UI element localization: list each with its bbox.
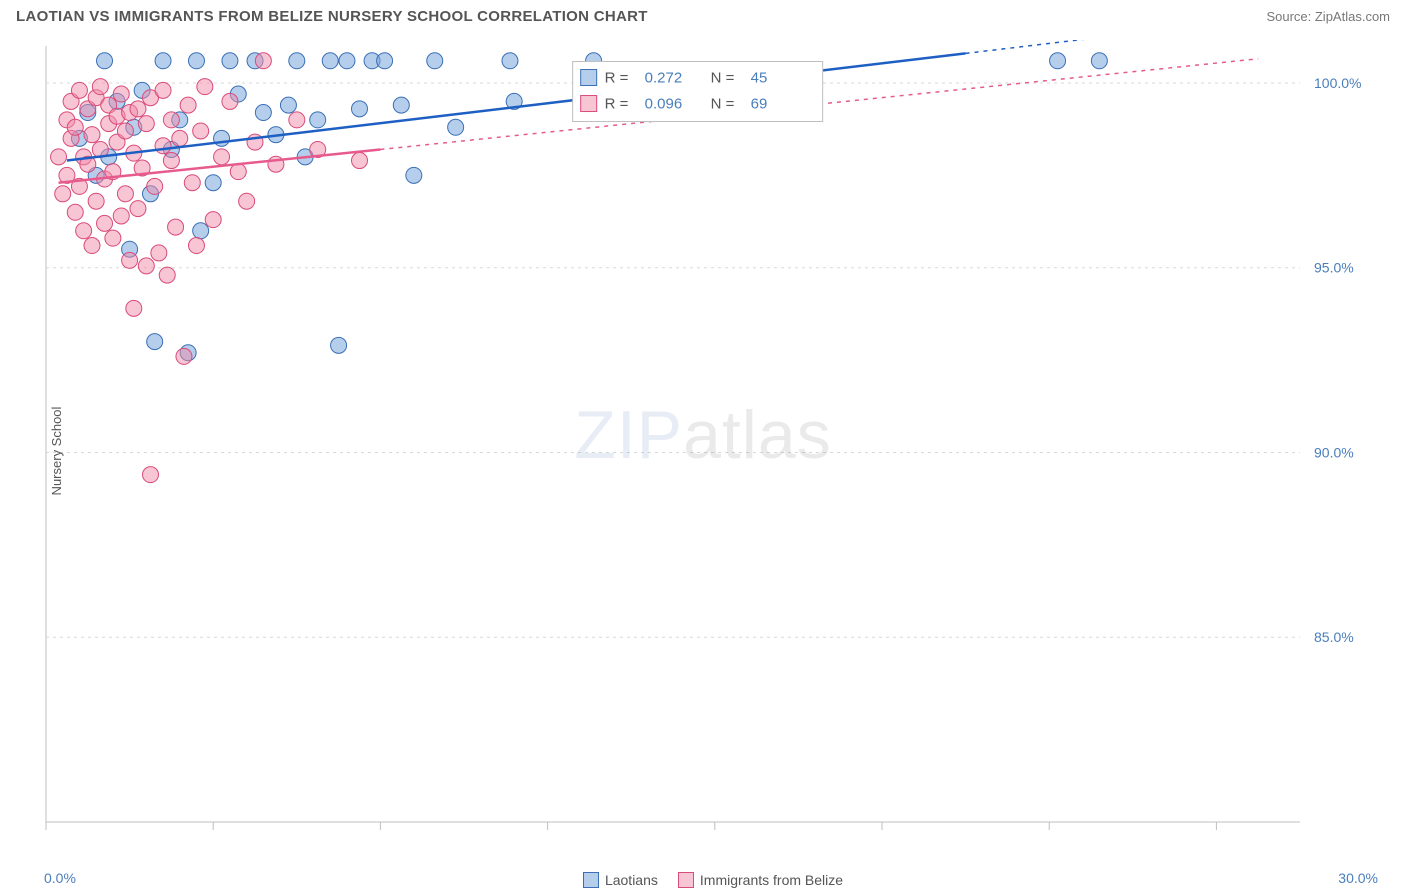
data-point	[130, 101, 146, 117]
data-point	[163, 112, 179, 128]
data-point	[289, 112, 305, 128]
data-point	[205, 212, 221, 228]
trend-line	[67, 53, 966, 160]
data-point	[239, 193, 255, 209]
data-point	[339, 53, 355, 69]
data-point	[188, 238, 204, 254]
data-point	[322, 53, 338, 69]
data-point	[280, 97, 296, 113]
y-tick-label: 100.0%	[1314, 75, 1361, 91]
series-legend: Laotians Immigrants from Belize	[0, 872, 1406, 888]
data-point	[180, 97, 196, 113]
data-point	[188, 53, 204, 69]
data-point	[97, 53, 113, 69]
stats-n-label: N =	[711, 70, 735, 87]
data-point	[155, 138, 171, 154]
data-point	[105, 230, 121, 246]
data-point	[214, 149, 230, 165]
data-point	[143, 467, 159, 483]
stats-r-label: R =	[605, 70, 629, 87]
data-point	[427, 53, 443, 69]
legend-swatch	[581, 96, 597, 112]
data-point	[1050, 53, 1066, 69]
data-point	[117, 123, 133, 139]
legend-swatch	[581, 70, 597, 86]
stats-r-label: R =	[605, 96, 629, 113]
data-point	[193, 123, 209, 139]
data-point	[113, 86, 129, 102]
data-point	[67, 204, 83, 220]
stats-n-value: 45	[751, 70, 768, 87]
data-point	[84, 238, 100, 254]
data-point	[205, 175, 221, 191]
data-point	[289, 53, 305, 69]
data-point	[222, 53, 238, 69]
stats-n-label: N =	[711, 96, 735, 113]
y-tick-label: 95.0%	[1314, 260, 1354, 276]
data-point	[172, 130, 188, 146]
data-point	[155, 53, 171, 69]
data-point	[197, 79, 213, 95]
data-point	[230, 164, 246, 180]
stats-n-value: 69	[751, 96, 768, 113]
legend-swatch	[583, 872, 599, 888]
data-point	[138, 116, 154, 132]
data-point	[406, 167, 422, 183]
data-point	[168, 219, 184, 235]
legend-label: Immigrants from Belize	[700, 872, 843, 888]
scatter-chart: 85.0% 90.0% 95.0% 100.0% R = 0.272 N = 45 R = 0.0…	[16, 40, 1390, 862]
data-point	[67, 119, 83, 135]
data-point	[255, 53, 271, 69]
data-point	[92, 79, 108, 95]
y-tick-label: 85.0%	[1314, 629, 1354, 645]
data-point	[502, 53, 518, 69]
data-point	[352, 101, 368, 117]
data-point	[126, 300, 142, 316]
data-point	[151, 245, 167, 261]
data-point	[147, 178, 163, 194]
data-point	[159, 267, 175, 283]
data-point	[84, 127, 100, 143]
y-tick-label: 90.0%	[1314, 444, 1354, 460]
data-point	[222, 93, 238, 109]
data-point	[130, 201, 146, 217]
data-point	[51, 149, 67, 165]
data-point	[97, 215, 113, 231]
chart-header: LAOTIAN VS IMMIGRANTS FROM BELIZE NURSER…	[0, 0, 1406, 29]
chart-area: Nursery School 85.0% 90.0% 95.0% 100.0% R = 0…	[16, 40, 1390, 862]
data-point	[113, 208, 129, 224]
stats-r-value: 0.096	[645, 96, 683, 113]
data-point	[377, 53, 393, 69]
data-point	[448, 119, 464, 135]
data-point	[117, 186, 133, 202]
data-point	[76, 223, 92, 239]
data-point	[122, 252, 138, 268]
trend-line-extension	[966, 40, 1259, 53]
data-point	[193, 223, 209, 239]
data-point	[147, 334, 163, 350]
data-point	[155, 82, 171, 98]
data-point	[88, 193, 104, 209]
data-point	[71, 82, 87, 98]
data-point	[1091, 53, 1107, 69]
stats-r-value: 0.272	[645, 70, 683, 87]
data-point	[352, 153, 368, 169]
chart-source: Source: ZipAtlas.com	[1266, 9, 1390, 24]
data-point	[176, 348, 192, 364]
data-point	[331, 337, 347, 353]
data-point	[184, 175, 200, 191]
data-point	[163, 153, 179, 169]
data-point	[138, 258, 154, 274]
data-point	[255, 105, 271, 121]
y-axis-title: Nursery School	[49, 407, 64, 496]
data-point	[393, 97, 409, 113]
chart-title: LAOTIAN VS IMMIGRANTS FROM BELIZE NURSER…	[16, 8, 648, 25]
data-point	[310, 112, 326, 128]
legend-swatch	[678, 872, 694, 888]
legend-label: Laotians	[605, 872, 658, 888]
data-point	[55, 186, 71, 202]
